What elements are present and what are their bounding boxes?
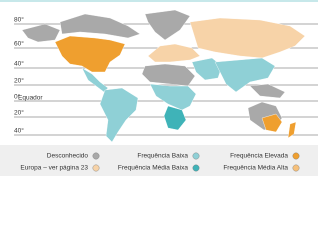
equator-label: Equador [18, 95, 43, 102]
legend-label: Desconhecido [47, 153, 89, 160]
legend-background [0, 145, 318, 176]
legend-swatch [192, 152, 200, 160]
latitude-label: 80° [14, 16, 24, 24]
legend-swatch [292, 152, 300, 160]
world-map: 80° 60° 40° 20° 0° 20° 40° Equador Desconhecid… [0, 0, 318, 176]
central-africa [149, 83, 197, 111]
legend-label: Frequência Elevada [230, 153, 288, 160]
legend-label: Europa – ver página 23 [20, 165, 88, 172]
legend-label: Frequência Baixa [137, 153, 188, 160]
latitude-label: 40° [14, 127, 24, 135]
latitude-label: 20° [14, 77, 24, 85]
south-america [99, 87, 139, 143]
legend-label: Frequência Média Alta [223, 165, 288, 172]
russia [189, 17, 306, 59]
latitude-label: 20° [14, 109, 24, 117]
legend-swatch [192, 164, 200, 172]
legend-swatch [92, 164, 100, 172]
new-zealand [287, 121, 297, 139]
middle-east [191, 57, 223, 81]
legend-label: Frequência Média Baixa [118, 165, 188, 172]
indonesia [249, 83, 286, 99]
europe [147, 43, 201, 63]
greenland [144, 9, 191, 41]
asia [214, 57, 276, 93]
alaska [21, 23, 61, 43]
legend-swatch [292, 164, 300, 172]
south-east-australia [261, 113, 283, 133]
southern-africa [163, 105, 187, 131]
northern-canada [59, 13, 141, 39]
north-america [54, 35, 126, 73]
latitude-label: 40° [14, 60, 24, 68]
legend-swatch [92, 152, 100, 160]
latitude-label: 60° [14, 40, 24, 48]
latitude-label: 0° [14, 93, 21, 101]
